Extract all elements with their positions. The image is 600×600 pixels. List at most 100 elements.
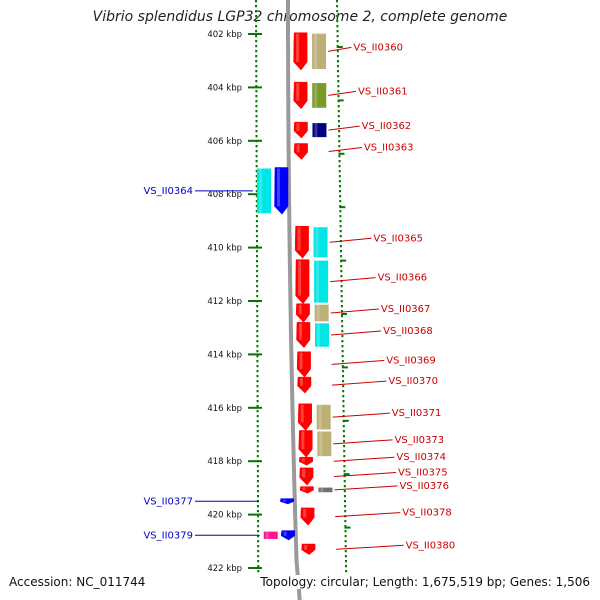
gene-label: VS_II0366 xyxy=(378,273,428,284)
accession-label: Accession: NC_011744 xyxy=(9,575,146,589)
gene-label: VS_II0374 xyxy=(396,452,446,463)
scale-tick-label: 404 kbp xyxy=(207,83,242,93)
gene-arrow-shine xyxy=(298,260,302,296)
gene-arrow-shine xyxy=(302,487,306,491)
genome-summary: Topology: circular; Length: 1,675,519 bp… xyxy=(257,575,590,589)
gene-label: VS_II0364 xyxy=(143,186,193,197)
gene-arrow xyxy=(297,403,312,431)
scale-tick-label: 402 kbp xyxy=(207,30,242,40)
gene-arrow-shine xyxy=(283,531,287,536)
genome-backbone xyxy=(286,0,302,600)
gene-layer xyxy=(256,32,333,555)
gene-category-shine xyxy=(315,227,319,258)
gene-label: VS_II0380 xyxy=(406,540,456,551)
gene-arrow xyxy=(300,507,315,526)
gene-arrow xyxy=(298,430,313,458)
gene-arrow-shine xyxy=(300,378,304,386)
scale-tick-label: 418 kbp xyxy=(207,457,242,467)
gene-leader-line xyxy=(330,277,376,283)
scale-tick-label: 406 kbp xyxy=(207,137,242,147)
gene-label: VS_II0371 xyxy=(392,408,442,419)
scale-tick-label: 412 kbp xyxy=(207,297,242,307)
gene-category-shine xyxy=(316,260,320,303)
gene-leader-line xyxy=(330,330,382,336)
gene-leader-line xyxy=(328,146,362,152)
gene-label: VS_II0377 xyxy=(143,496,193,507)
scale-tick-label: 408 kbp xyxy=(207,190,242,200)
gene-label: VS_II0363 xyxy=(364,142,414,153)
gene-leader-line xyxy=(331,380,387,386)
gene-label: VS_II0360 xyxy=(353,42,403,53)
gene-arrow-shine xyxy=(302,468,306,478)
gene-arrow-shine xyxy=(299,323,303,340)
gene-category-shine xyxy=(258,168,262,214)
gene-label: VS_II0362 xyxy=(362,121,412,132)
gene-category-box xyxy=(316,404,331,430)
gene-arrow-shine xyxy=(296,83,300,101)
map-title: Vibrio splendidus LGP32 chromosome 2, co… xyxy=(92,9,508,25)
gene-label: VS_II0379 xyxy=(143,530,193,541)
gene-arrow-shine xyxy=(296,33,300,63)
label-layer: VS_II0360 VS_II0361 VS_II0362 VS_II0363 VS_I… xyxy=(143,42,455,551)
gene-category-shine xyxy=(320,487,324,493)
scale-tick-label: 410 kbp xyxy=(207,244,242,254)
gene-leader-line xyxy=(328,125,360,131)
gene-arrow xyxy=(293,121,308,139)
scale-layer: 402 kbp 404 kbp 406 kbp 408 kbp 410 kbp 412 k… xyxy=(207,0,352,582)
gene-arrow xyxy=(295,259,310,305)
gene-arrow-shine xyxy=(297,227,301,251)
scale-dots-left xyxy=(255,0,260,578)
gene-label: VS_II0361 xyxy=(358,86,408,97)
gene-arrow xyxy=(280,498,295,505)
gene-arrow xyxy=(293,81,308,110)
gene-category-shine xyxy=(318,404,322,430)
gene-arrow-shine xyxy=(298,304,302,315)
gene-arrow xyxy=(294,225,309,259)
gene-category-box xyxy=(313,227,328,258)
gene-arrow xyxy=(301,543,316,555)
gene-leader-line xyxy=(334,472,397,478)
gene-category-box xyxy=(314,260,329,303)
gene-arrow-shine xyxy=(301,431,305,450)
scale-dots-right xyxy=(336,0,348,578)
gene-label: VS_II0367 xyxy=(381,304,431,315)
gene-arrow xyxy=(296,322,311,349)
gene-category-shine xyxy=(319,431,323,457)
gene-leader-line xyxy=(332,412,390,418)
gene-arrow xyxy=(274,167,289,215)
gene-label: VS_II0375 xyxy=(398,468,448,479)
backbone-layer xyxy=(286,0,302,600)
gene-leader-line xyxy=(336,544,404,550)
gene-arrow xyxy=(296,351,311,378)
gene-category-box xyxy=(317,431,332,457)
gene-category-shine xyxy=(314,33,318,70)
gene-leader-line xyxy=(333,456,395,462)
gene-category-box xyxy=(312,123,327,138)
scale-tick-label: 416 kbp xyxy=(207,404,242,414)
gene-leader-line xyxy=(334,485,398,491)
gene-leader-line xyxy=(333,439,393,445)
gene-arrow xyxy=(293,32,308,71)
scale-tick-label: 420 kbp xyxy=(207,511,242,521)
gene-leader-line xyxy=(328,90,357,96)
gene-category-box xyxy=(315,323,330,347)
gene-category-box xyxy=(312,83,327,108)
gene-category-shine xyxy=(314,123,318,138)
gene-arrow-shine xyxy=(301,458,305,462)
gene-label: VS_II0369 xyxy=(386,355,436,366)
gene-arrow xyxy=(280,530,295,541)
gene-arrow xyxy=(299,467,314,486)
gene-label: VS_II0368 xyxy=(383,326,433,337)
gene-arrow xyxy=(295,303,310,323)
gene-label: VS_II0370 xyxy=(388,376,438,387)
gene-arrow-shine xyxy=(282,499,286,502)
gene-leader-line xyxy=(327,46,352,52)
gene-category-shine xyxy=(314,83,318,108)
gene-leader-line xyxy=(330,308,379,314)
gene-arrow-shine xyxy=(300,404,304,423)
gene-arrow-shine xyxy=(296,123,300,131)
gene-category-box xyxy=(256,168,271,214)
gene-leader-line xyxy=(331,359,385,365)
gene-category-box xyxy=(263,531,278,539)
